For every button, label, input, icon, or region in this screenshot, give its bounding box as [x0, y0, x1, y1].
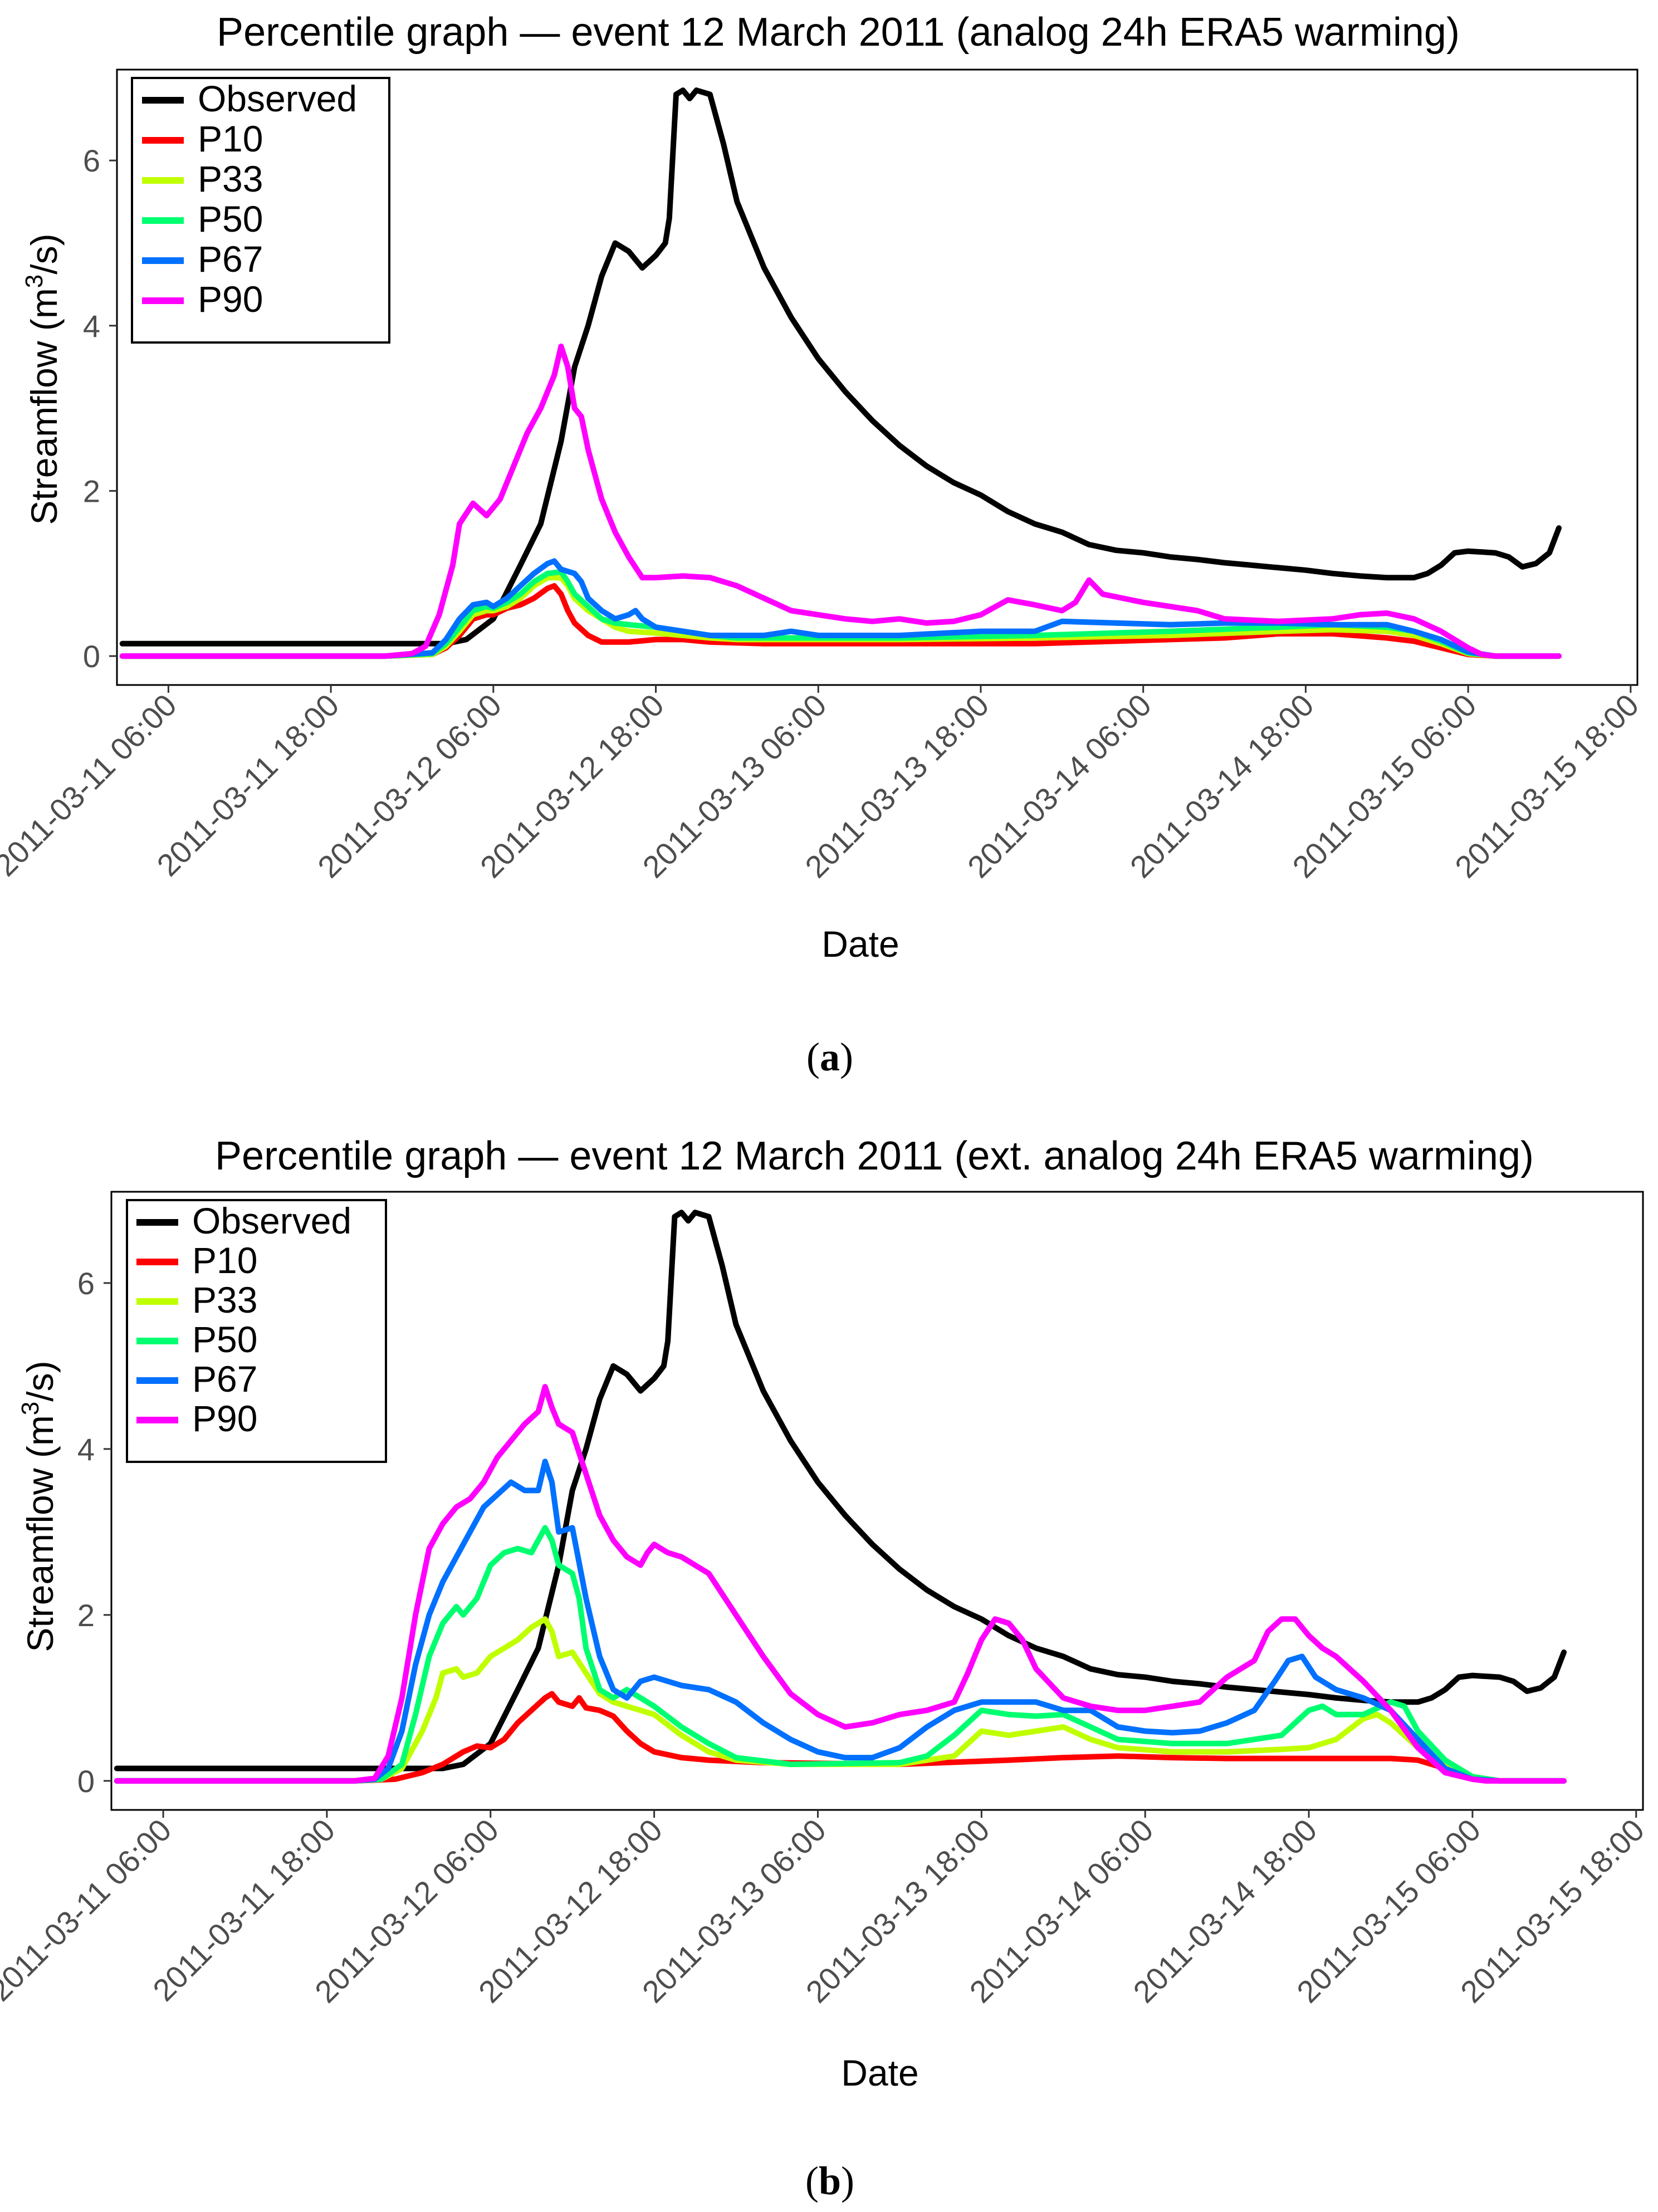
y-axis-title-prefix: Streamflow (m	[23, 288, 65, 525]
series-line-p90	[119, 343, 1562, 659]
y-tick-label: 2	[77, 1598, 95, 1633]
series-line-p33	[114, 1616, 1567, 1784]
y-tick-label: 6	[83, 143, 100, 178]
series-line-observed	[119, 87, 1562, 647]
series-lines	[119, 87, 1562, 659]
series-line-p90	[114, 1384, 1567, 1784]
y-axis: 0 2 4 6	[77, 1266, 111, 1799]
chart-title: Percentile graph — event 12 March 2011 (…	[215, 1134, 1534, 1178]
legend-label-p90: P90	[198, 278, 263, 320]
y-axis-title-suffix: /s)	[19, 1361, 61, 1401]
y-tick-label: 4	[77, 1432, 95, 1467]
series-line-p67	[114, 1459, 1567, 1784]
legend-label-observed: Observed	[198, 78, 357, 119]
legend-label-p67: P67	[192, 1358, 257, 1399]
y-axis: 0 2 4 6	[83, 143, 117, 674]
legend-label-p10: P10	[198, 118, 263, 159]
chart-title: Percentile graph — event 12 March 2011 (…	[217, 10, 1460, 55]
series-line-p50	[114, 1525, 1567, 1784]
x-tick-label: 2011-03-15 18:00	[1454, 1812, 1651, 2009]
x-axis-title: Date	[841, 2052, 918, 2093]
x-axis-title: Date	[821, 923, 899, 965]
y-tick-label: 2	[83, 473, 100, 508]
y-axis-title-suffix: /s)	[23, 233, 65, 274]
panel-label: (a)	[806, 1035, 853, 1079]
series-line-p10	[119, 583, 1562, 659]
legend-label-observed: Observed	[192, 1200, 351, 1241]
x-tick-label: 2011-03-11 18:00	[146, 1812, 341, 2008]
plot-area-frame	[110, 1191, 1644, 1811]
y-axis-title-superscript: 3	[21, 275, 48, 288]
y-axis-title-superscript: 3	[17, 1402, 44, 1415]
legend-label-p33: P33	[192, 1279, 257, 1320]
panel-label: (b)	[805, 2159, 854, 2203]
legend-label-p50: P50	[192, 1319, 257, 1360]
legend-label-p10: P10	[192, 1240, 257, 1281]
y-tick-label: 6	[77, 1266, 95, 1301]
y-axis-title: Streamflow (m3/s)	[17, 1361, 61, 1652]
panel-label-letter: b	[819, 2159, 841, 2203]
y-axis-title: Streamflow (m3/s)	[21, 233, 65, 525]
y-tick-label: 4	[83, 309, 100, 344]
series-line-p10	[114, 1691, 1567, 1784]
legend-label-p67: P67	[198, 238, 263, 280]
series-line-p33	[119, 575, 1562, 659]
legend-label-p50: P50	[198, 198, 263, 239]
panel-b: Percentile graph — event 12 March 2011 (…	[0, 1134, 1651, 2203]
series-line-observed	[114, 1210, 1567, 1771]
y-tick-label: 0	[83, 639, 100, 674]
series-lines	[114, 1210, 1567, 1784]
legend-label-p90: P90	[192, 1398, 257, 1439]
y-axis-title-prefix: Streamflow (m	[19, 1415, 61, 1652]
panel-a: Percentile graph — event 12 March 2011 (…	[0, 10, 1645, 1079]
plot-area-frame	[116, 68, 1639, 686]
legend-label-p33: P33	[198, 158, 263, 199]
panel-label-letter: a	[820, 1035, 840, 1079]
y-tick-label: 0	[77, 1764, 95, 1799]
